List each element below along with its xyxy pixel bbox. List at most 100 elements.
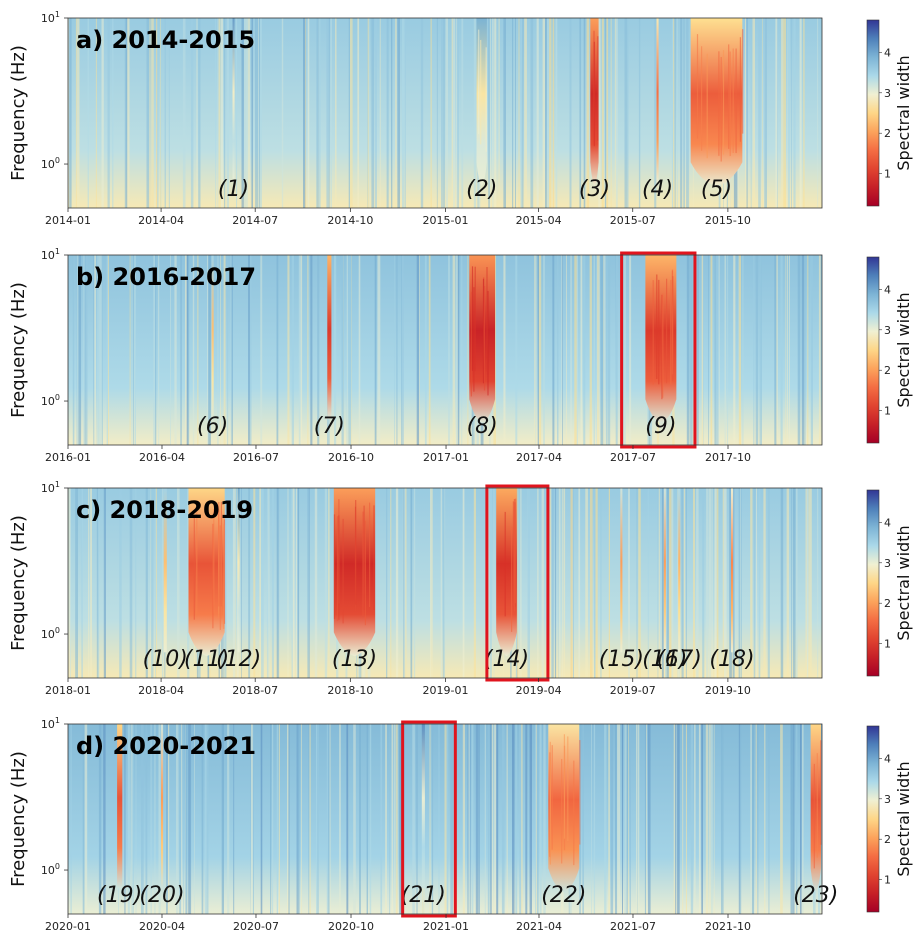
colorbar-label: Spectral width bbox=[894, 761, 913, 876]
colorbar-gradient bbox=[866, 256, 880, 444]
spectrogram-texture bbox=[70, 724, 821, 914]
y-axis-label: Frequency (Hz) bbox=[8, 751, 29, 887]
colorbar-tick-label: 3 bbox=[884, 87, 891, 100]
x-tick-label: 2018-07 bbox=[232, 684, 278, 697]
event-band bbox=[117, 724, 123, 889]
y-tick-label: 100 bbox=[41, 626, 60, 641]
x-tick-label: 2018-01 bbox=[45, 684, 91, 697]
x-tick-label: 2021-01 bbox=[423, 920, 469, 933]
x-tick-label: 2017-10 bbox=[705, 451, 751, 464]
event-13: (13) bbox=[332, 488, 377, 672]
event-label: (15) bbox=[599, 647, 644, 672]
event-8: (8) bbox=[467, 255, 498, 439]
event-band bbox=[620, 488, 623, 653]
panel-title: d) 2020-2021 bbox=[76, 732, 256, 760]
highlight-box bbox=[485, 484, 550, 682]
event-label: (1) bbox=[218, 177, 249, 202]
event-band bbox=[327, 255, 332, 420]
x-tick-label: 2021-07 bbox=[610, 920, 656, 933]
x-tick-label: 2021-04 bbox=[516, 920, 562, 933]
colorbar-label: Spectral width bbox=[894, 525, 913, 640]
colorbar-gradient bbox=[866, 489, 880, 677]
y-tick-label: 101 bbox=[41, 716, 60, 731]
event-12: (12) bbox=[216, 488, 261, 672]
x-tick-label: 2015-10 bbox=[705, 214, 751, 227]
y-tick-label: 100 bbox=[41, 156, 60, 171]
colorbar-tick-label: 2 bbox=[884, 597, 891, 610]
x-tick-label: 2014-10 bbox=[327, 214, 373, 227]
event-band bbox=[237, 488, 240, 653]
colorbar-gradient bbox=[866, 19, 880, 207]
colorbar-tick-label: 3 bbox=[884, 793, 891, 806]
x-tick-label: 2020-01 bbox=[45, 920, 91, 933]
colorbar-label: Spectral width bbox=[894, 55, 913, 170]
event-14: (14) bbox=[484, 488, 529, 672]
x-tick-label: 2019-01 bbox=[423, 684, 469, 697]
event-band bbox=[469, 255, 496, 424]
event-label: (5) bbox=[701, 177, 732, 202]
x-tick-label: 2014-01 bbox=[45, 214, 91, 227]
x-tick-label: 2016-07 bbox=[233, 451, 279, 464]
event-band bbox=[690, 18, 743, 187]
event-19: (19) bbox=[97, 724, 142, 908]
event-label: (18) bbox=[709, 647, 754, 672]
colorbar-tick-label: 3 bbox=[884, 324, 891, 337]
colorbar-tick-label: 1 bbox=[884, 405, 891, 418]
event-label: (17) bbox=[657, 647, 702, 672]
event-label: (20) bbox=[139, 883, 184, 908]
event-band bbox=[656, 18, 659, 183]
event-band bbox=[421, 724, 425, 889]
colorbar-tick-label: 1 bbox=[884, 874, 891, 887]
x-tick-label: 2014-07 bbox=[232, 214, 278, 227]
event-label: (11) bbox=[184, 647, 229, 672]
event-label: (9) bbox=[645, 414, 676, 439]
panel-title: c) 2018-2019 bbox=[76, 496, 253, 524]
event-label: (14) bbox=[484, 647, 529, 672]
highlight-box bbox=[620, 251, 697, 449]
x-tick-label: 2014-04 bbox=[138, 214, 184, 227]
x-tick-label: 2018-04 bbox=[138, 684, 184, 697]
panel-b: (6) (7) (8) (9) b) 2016-2017 Frequency (Hz) 10… bbox=[8, 247, 913, 464]
event-2: (2) bbox=[466, 18, 497, 202]
event-17: (17) bbox=[657, 488, 702, 672]
y-tick-label: 101 bbox=[41, 480, 60, 495]
event-label: (21) bbox=[401, 883, 446, 908]
spectrogram-texture bbox=[72, 255, 821, 445]
colorbar-gradient bbox=[866, 725, 880, 913]
x-tick-label: 2020-04 bbox=[139, 920, 185, 933]
event-label: (4) bbox=[642, 177, 673, 202]
event-band bbox=[645, 255, 677, 424]
event-22: (22) bbox=[541, 724, 586, 908]
event-7: (7) bbox=[314, 255, 345, 439]
event-band bbox=[161, 724, 164, 889]
panel-title: b) 2016-2017 bbox=[76, 263, 256, 291]
x-tick-label: 2015-01 bbox=[423, 214, 469, 227]
panel-d: (19)(20) (21) (22) (23) d) 2020-2021 Frequenc… bbox=[8, 716, 913, 933]
x-tick-label: 2017-01 bbox=[423, 451, 469, 464]
axes-frame bbox=[67, 487, 823, 679]
event-label: (22) bbox=[541, 883, 586, 908]
x-tick-label: 2015-04 bbox=[516, 214, 562, 227]
colorbar-tick-label: 1 bbox=[884, 168, 891, 181]
y-axis-label: Frequency (Hz) bbox=[8, 282, 29, 418]
y-tick-label: 100 bbox=[41, 393, 60, 408]
event-9: (9) bbox=[645, 255, 676, 439]
event-label: (8) bbox=[467, 414, 498, 439]
event-21: (21) bbox=[401, 724, 446, 908]
event-23: (23) bbox=[793, 724, 838, 908]
colorbar-tick-label: 2 bbox=[884, 127, 891, 140]
x-tick-label: 2016-04 bbox=[139, 451, 185, 464]
colorbar-tick-label: 4 bbox=[884, 516, 891, 529]
event-10: (10) bbox=[143, 488, 188, 672]
axes-frame bbox=[67, 17, 823, 209]
event-label: (23) bbox=[793, 883, 838, 908]
event-18: (18) bbox=[709, 488, 755, 672]
colorbar-tick-label: 2 bbox=[884, 833, 891, 846]
x-tick-label: 2015-07 bbox=[610, 214, 656, 227]
y-tick-label: 101 bbox=[41, 247, 60, 262]
event-label: (13) bbox=[332, 647, 377, 672]
colorbar-tick-label: 4 bbox=[884, 283, 891, 296]
